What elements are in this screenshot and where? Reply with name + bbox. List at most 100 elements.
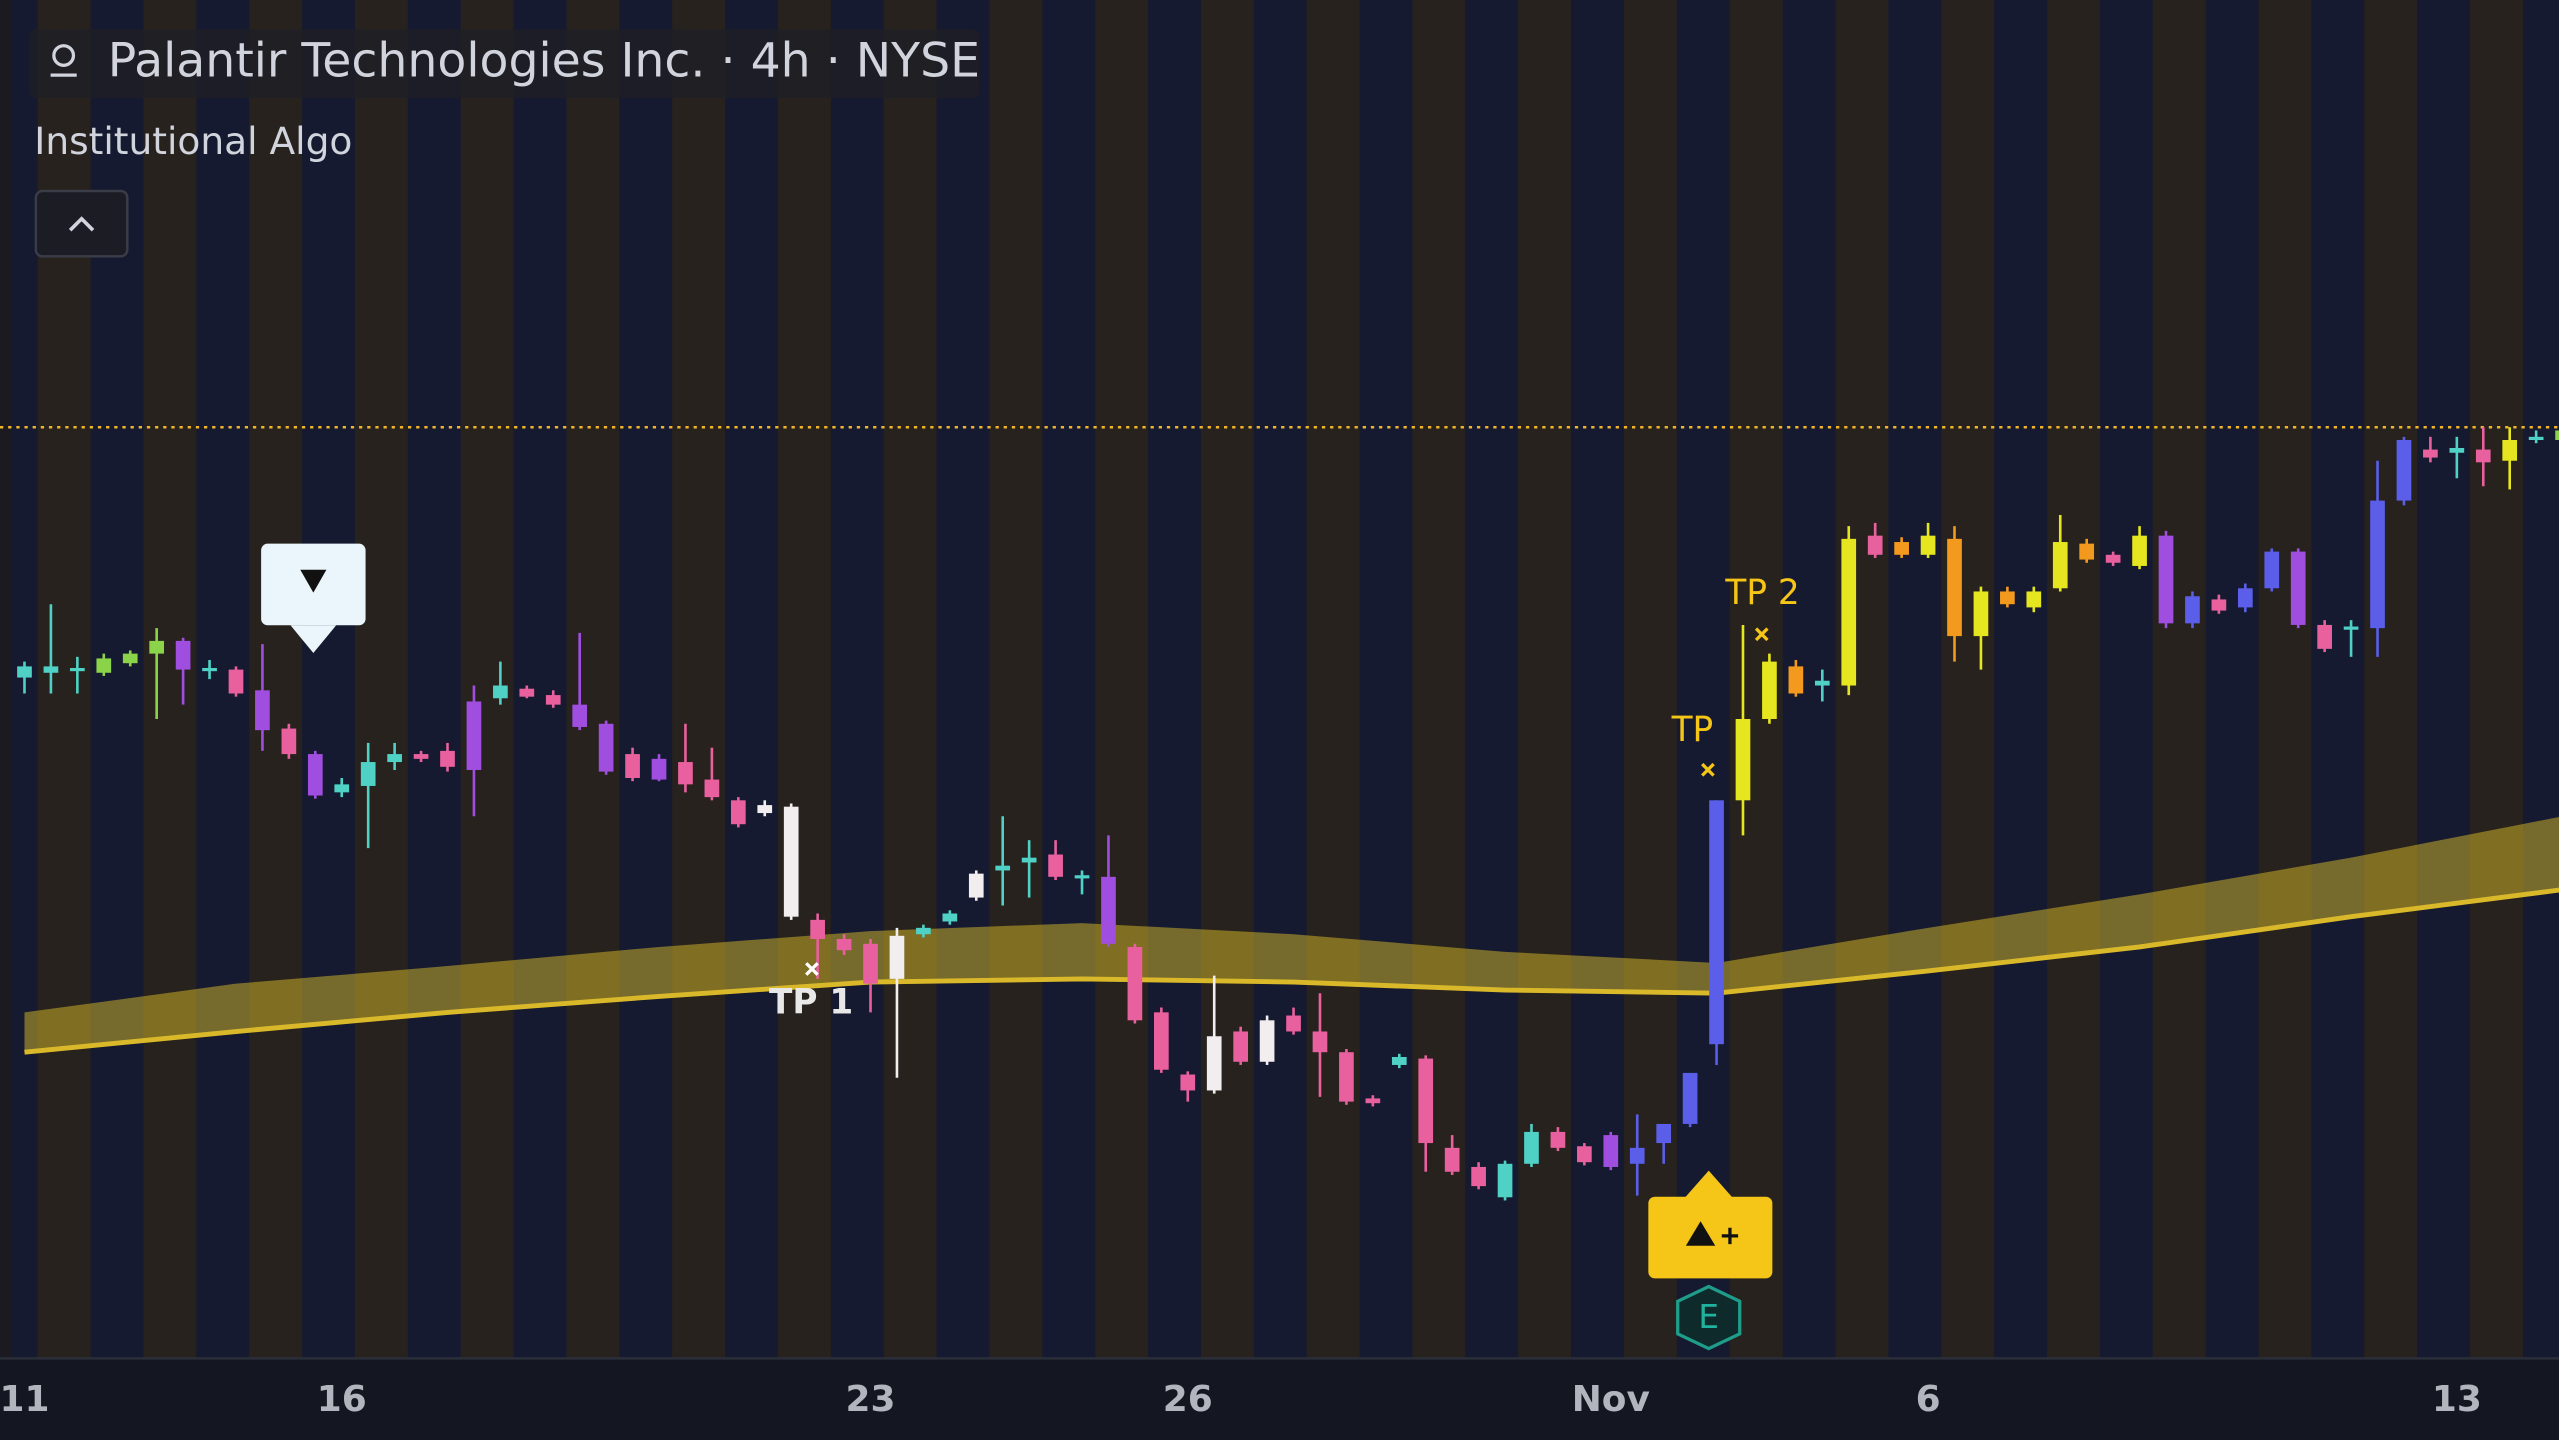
session-stripe [302, 0, 330, 1359]
earnings-marker: E [1676, 1284, 1742, 1351]
candle-body [757, 805, 773, 814]
session-stripe [2311, 0, 2339, 1359]
candle-body [70, 667, 85, 672]
signal-pointer [1684, 1170, 1734, 1199]
up-arrow-icon [1685, 1221, 1716, 1246]
title-background [29, 29, 980, 98]
session-stripe [777, 0, 805, 1359]
session-stripe [1201, 0, 1228, 1359]
candle-body [2370, 500, 2385, 629]
candle-body [1471, 1166, 1486, 1187]
x-axis: 11 16 23 26 Nov 6 13 [0, 1379, 2482, 1420]
session-stripe [2417, 0, 2445, 1359]
session-stripe [275, 0, 303, 1359]
candle-body [96, 658, 112, 673]
session-stripe [2099, 0, 2127, 1359]
buy-signal [1648, 1170, 1773, 1279]
sell-signal [261, 543, 366, 654]
tp-label: TP [1671, 710, 1714, 750]
candle-body [1339, 1052, 1354, 1102]
session-stripe [407, 0, 435, 1359]
candle-body [1841, 538, 1857, 686]
session-stripe [910, 0, 938, 1359]
session-stripes [11, 0, 2559, 1359]
candle-body [942, 913, 958, 922]
candle-body [836, 939, 852, 951]
candle-body [2000, 591, 2015, 605]
session-stripe [2443, 0, 2471, 1359]
x-tick-label: 13 [2432, 1379, 2482, 1420]
session-stripe [1941, 0, 1969, 1359]
candle-body [810, 919, 825, 940]
session-stripe [592, 0, 620, 1359]
candle-body [2475, 449, 2491, 463]
session-stripe [196, 0, 224, 1359]
session-stripe [1888, 0, 1916, 1359]
session-stripe [2073, 0, 2101, 1359]
session-stripe [725, 0, 753, 1359]
candle-body [968, 873, 984, 898]
candle-body [1444, 1147, 1460, 1172]
candle-body [2449, 447, 2465, 453]
collapse-button[interactable] [34, 189, 129, 258]
candle-body [2185, 596, 2200, 624]
session-stripe [1676, 0, 1704, 1359]
candle-body [2502, 440, 2518, 461]
session-stripe [1068, 0, 1096, 1359]
session-stripe [1861, 0, 1889, 1359]
session-stripe [645, 0, 673, 1359]
candle-body [863, 943, 878, 984]
session-stripe [1386, 0, 1413, 1359]
candle-body [334, 784, 350, 793]
candle-body [1286, 1015, 1301, 1032]
candle-body [1233, 1031, 1249, 1062]
candle-body [2317, 624, 2332, 649]
candle-body [730, 800, 746, 825]
session-stripe [751, 0, 779, 1359]
session-stripe [830, 0, 858, 1359]
candle-body [1973, 591, 1989, 637]
candle-body [17, 666, 32, 678]
session-stripe [434, 0, 462, 1359]
session-stripe [619, 0, 647, 1359]
candle-body [281, 728, 297, 755]
candle-body [1048, 854, 1063, 877]
symbol-icon [52, 44, 76, 67]
candle-body [2237, 588, 2253, 608]
session-stripe [540, 0, 567, 1359]
candle-body [1180, 1074, 1196, 1091]
session-stripe [2126, 0, 2154, 1359]
tp-cross [1701, 762, 1715, 777]
x-tick-label: 26 [1163, 1379, 1213, 1420]
plus-icon [1721, 1227, 1739, 1245]
candle-body [598, 723, 614, 772]
candle-body [2528, 436, 2544, 441]
candle-body [1418, 1058, 1434, 1144]
candle-body [2132, 535, 2147, 566]
ma-line [24, 887, 2559, 1055]
candle-body [1101, 876, 1116, 944]
candle-body [2026, 591, 2042, 608]
session-stripe [2205, 0, 2233, 1359]
candle-body [1127, 946, 1143, 1021]
earnings-label: E [1698, 1298, 1719, 1336]
candle-body [889, 935, 905, 979]
candle-body [2396, 440, 2412, 501]
candle-body [307, 754, 323, 796]
session-stripe [804, 0, 832, 1359]
candle-body [2423, 449, 2438, 458]
session-stripe [2284, 0, 2312, 1359]
candle-body [466, 701, 482, 771]
session-stripe [672, 0, 700, 1359]
down-arrow-icon [300, 569, 327, 593]
session-stripe [1280, 0, 1308, 1359]
tp-cross [1754, 627, 1769, 642]
candle-body [1577, 1146, 1592, 1163]
session-stripe [513, 0, 541, 1359]
candle-body [387, 754, 402, 763]
candle-body [1312, 1031, 1328, 1053]
session-stripe [883, 0, 911, 1359]
session-stripe [1967, 0, 1995, 1359]
session-stripe [354, 0, 382, 1359]
session-stripe [1121, 0, 1149, 1359]
